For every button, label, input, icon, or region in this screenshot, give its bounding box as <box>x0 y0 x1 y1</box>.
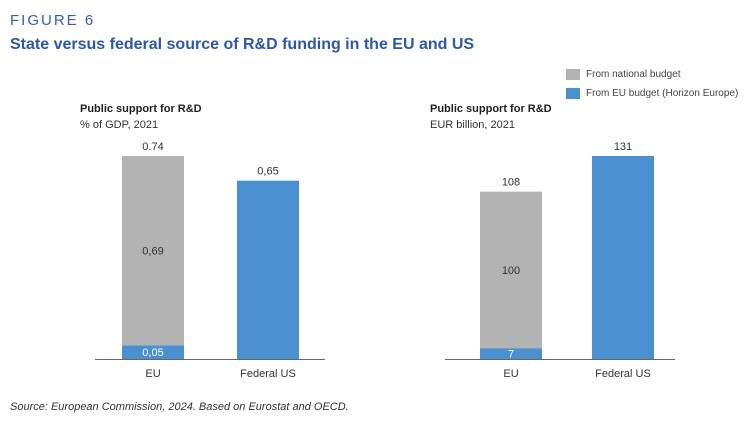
left-segment-label-0-0: 0,05 <box>142 347 163 359</box>
figure-label: FIGURE 6 <box>10 12 96 29</box>
figure-title: State versus federal source of R&D fundi… <box>10 36 475 53</box>
right-panel-subtitle: EUR billion, 2021 <box>430 119 515 131</box>
right-segment-label-0-1: 100 <box>502 265 520 277</box>
left-panel-subtitle: % of GDP, 2021 <box>80 119 159 131</box>
legend-swatch-national <box>566 69 580 80</box>
legend-label-national: From national budget <box>586 69 681 80</box>
right-bar-federal-us-series-0 <box>592 156 654 359</box>
right-total-label-1: 131 <box>614 141 632 153</box>
left-bar-eu-series-0 <box>122 345 184 359</box>
right-bar-eu-series-1 <box>480 191 542 349</box>
right-category-label-1: Federal US <box>595 368 651 380</box>
left-category-label-1: Federal US <box>240 368 296 380</box>
legend-item-national: From national budget <box>566 66 738 83</box>
left-bar-federal-us-series-0 <box>237 180 299 359</box>
source-note: Source: European Commission, 2024. Based… <box>10 401 349 413</box>
right-category-label-0: EU <box>503 368 518 380</box>
legend: From national budget From EU budget (Hor… <box>566 66 738 104</box>
left-total-label-0: 0.74 <box>142 141 163 153</box>
right-total-label-0: 108 <box>502 177 520 189</box>
left-category-label-0: EU <box>145 368 160 380</box>
legend-swatch-eu-budget <box>566 88 580 99</box>
right-panel-title: Public support for R&D <box>430 103 552 115</box>
legend-item-eu-budget: From EU budget (Horizon Europe) <box>566 85 738 102</box>
legend-label-eu-budget: From EU budget (Horizon Europe) <box>586 88 739 99</box>
right-segment-label-0-0: 7 <box>508 349 514 361</box>
right-bar-eu-series-0 <box>480 348 542 359</box>
left-segment-label-0-1: 0,69 <box>142 246 163 258</box>
left-total-label-1: 0,65 <box>257 166 278 178</box>
left-panel-title: Public support for R&D <box>80 103 202 115</box>
left-bar-eu-series-1 <box>122 156 184 346</box>
